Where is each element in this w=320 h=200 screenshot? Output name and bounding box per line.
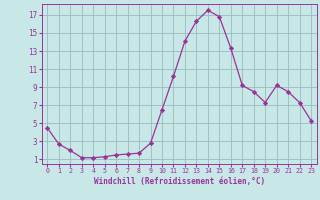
X-axis label: Windchill (Refroidissement éolien,°C): Windchill (Refroidissement éolien,°C) <box>94 177 265 186</box>
